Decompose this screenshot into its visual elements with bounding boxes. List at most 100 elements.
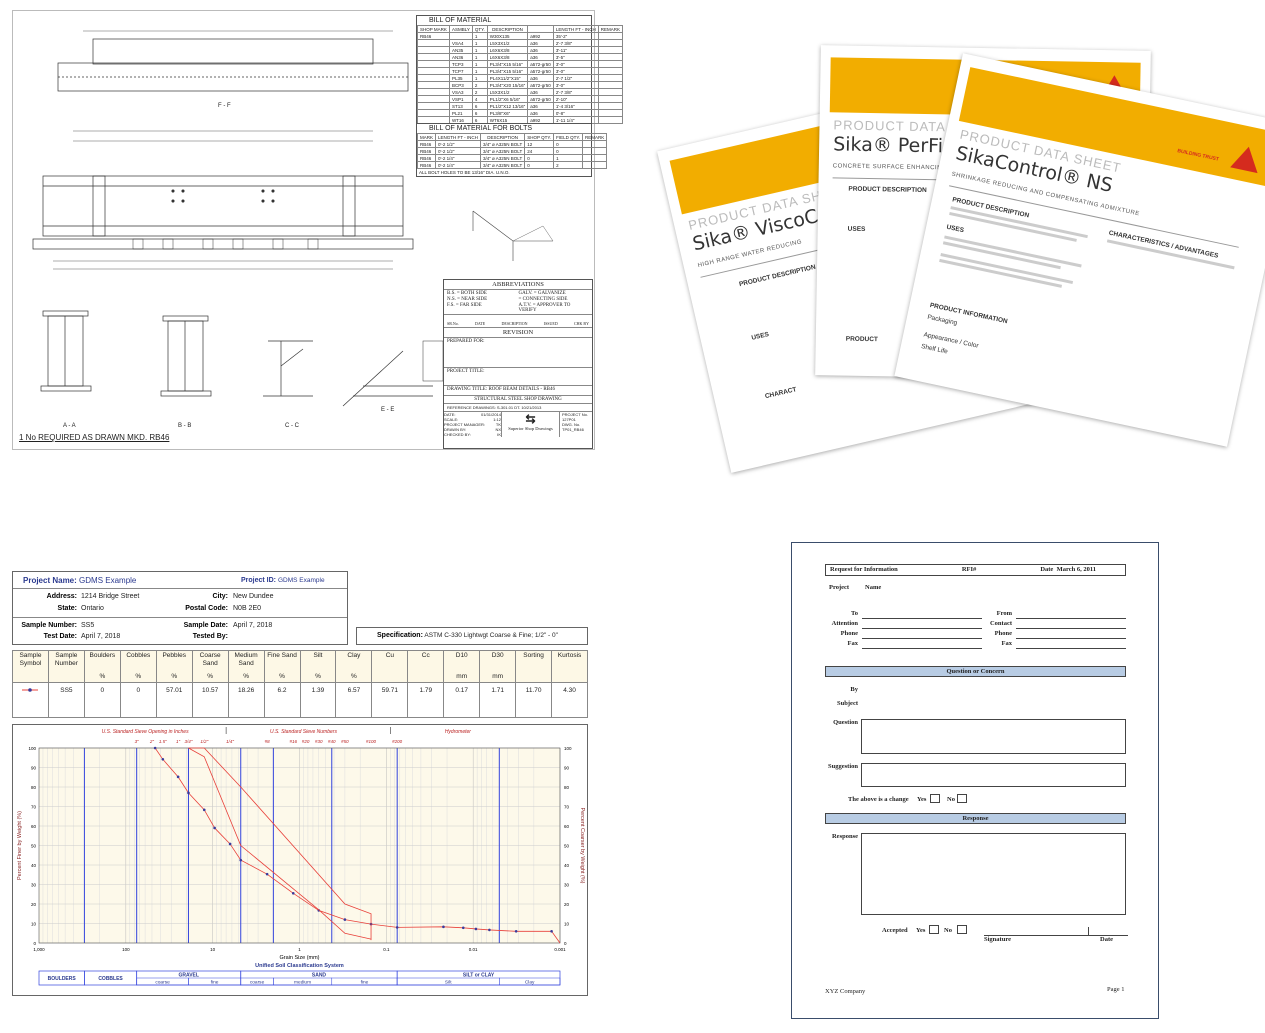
- contact-left-input[interactable]: [862, 618, 982, 619]
- rev-col: ISSUED: [543, 321, 558, 326]
- bom-header: [527, 25, 554, 33]
- rfi-date: March 6, 2011: [1056, 566, 1096, 573]
- top-axis-header: Hydrometer: [445, 729, 471, 735]
- table-row: RB46 0'-2 1/2" 3/4" ø A325N BOLT 12 0: [416, 140, 608, 148]
- y-tick-label: 90: [31, 766, 37, 771]
- drawing-title: DRAWING TITLE: ROOF BEAM DETAILS - RB46: [444, 386, 592, 396]
- bom-cell: RB46: [416, 140, 437, 148]
- bom-cell: PL1/2"X12 13/16": [486, 102, 529, 110]
- bom-cell: 35'-2": [552, 32, 599, 40]
- column-header: D30 mm: [479, 650, 517, 683]
- section-heading: USES: [750, 330, 770, 342]
- data-point: [395, 926, 399, 929]
- bom-cell: 1: [471, 67, 488, 75]
- bom-table: SHOP MARK ASMBLY QTY. DESCRIPTION LENGTH FT …: [417, 25, 624, 124]
- contact-left-input[interactable]: [862, 648, 982, 649]
- uscs-sub-label: fine: [211, 980, 219, 986]
- section-label-c: C - C: [285, 423, 299, 429]
- bom-cell: 1'-4 3/16": [552, 102, 599, 110]
- bom-header: REMARK: [597, 25, 624, 33]
- rev-col: DESCRIPTION: [501, 321, 528, 326]
- bom-cell: [597, 116, 624, 124]
- bom-cell: L6X6X3/8: [486, 53, 529, 61]
- bom-cell: a572-gr50: [527, 67, 554, 75]
- contact-right-input[interactable]: [1016, 628, 1126, 629]
- sieve-label: 1": [176, 739, 181, 744]
- bom-cell: RB46: [416, 161, 437, 169]
- data-point: [228, 842, 232, 846]
- column-unit: %: [315, 673, 321, 680]
- bom-cell: 1: [471, 39, 488, 47]
- contact-left-input[interactable]: [862, 638, 982, 639]
- y2-tick-label: 50: [564, 844, 570, 849]
- table-row: ST13 6 PL1/2"X12 13/16" a36 1'-4 3/16": [417, 102, 624, 110]
- signature-line[interactable]: [984, 935, 1128, 936]
- sieve-label: #30: [315, 739, 323, 744]
- column-name: Fine Sand: [267, 652, 297, 659]
- contact-right-input[interactable]: [1016, 618, 1126, 619]
- response-band: Response: [825, 813, 1126, 824]
- y2-tick-label: 40: [564, 863, 570, 868]
- accepted-yes-checkbox[interactable]: [929, 925, 939, 934]
- y-tick-label: 0: [33, 941, 36, 946]
- uscs-sub-label: fine: [361, 980, 369, 986]
- accepted-no-checkbox[interactable]: [957, 925, 967, 934]
- bom-cell: PL4X11/2"X15": [486, 74, 529, 82]
- bill-of-material-bolts: BILL OF MATERIAL FOR BOLTS MARK LENGTH FT…: [416, 123, 608, 177]
- bom-header: SHOP QTY.: [524, 133, 555, 141]
- change-yes-checkbox[interactable]: [930, 794, 940, 803]
- bom-cell: a36: [527, 102, 554, 110]
- section-label-e: E - E: [381, 407, 395, 413]
- text-line: [944, 235, 1082, 268]
- cell: 0.17: [443, 682, 481, 718]
- column-unit: %: [135, 673, 142, 680]
- sieve-label: #50: [341, 739, 349, 744]
- rev-col: DATE: [475, 321, 486, 326]
- change-no-checkbox[interactable]: [957, 794, 967, 803]
- column-header: Clay%: [335, 650, 373, 683]
- response-field[interactable]: [861, 833, 1126, 915]
- column-header: Sorting: [515, 650, 553, 683]
- column-header: Cobbles%: [119, 650, 157, 683]
- bom-cell: 0: [524, 154, 555, 162]
- contact-right-input[interactable]: [1016, 648, 1126, 649]
- info-row-label: Packaging: [926, 313, 958, 327]
- meta-value: IK: [497, 432, 501, 437]
- column-name: Cc: [421, 652, 430, 659]
- bom-cell: VSA3: [448, 88, 473, 96]
- uscs-group-label: SAND: [312, 973, 327, 979]
- sieve-label: 2": [149, 739, 155, 744]
- contact-left-label: Attention: [831, 620, 858, 627]
- postal-code: N0B 2E0: [233, 605, 262, 612]
- cell: 11.70: [515, 682, 553, 718]
- contact-left-input[interactable]: [862, 628, 982, 629]
- section-heading: USES: [945, 223, 965, 235]
- specification-box: Specification: ASTM C-330 Lightwgt Coars…: [356, 627, 588, 645]
- question-field[interactable]: [861, 719, 1126, 754]
- bom-cell: a992: [527, 32, 554, 40]
- address-label: Address:: [46, 593, 77, 600]
- uscs-sub-label: Clay: [525, 980, 535, 986]
- bom-cell: RB46: [416, 147, 437, 155]
- bom-cell: 3'-5": [552, 53, 599, 61]
- dwg-no-label: DWG. No.: [562, 422, 581, 427]
- bom-cell: 12: [524, 140, 555, 148]
- title-block: ABBREVIATIONS B.S. = BOTH SIDE GALV. = GA…: [443, 279, 593, 449]
- y-axis-label: Percent Finer by Weight (%): [17, 811, 23, 880]
- table-row: VSA3 2 L5X3X1/2 a36 2'-7 3/8": [417, 88, 624, 96]
- data-point: [176, 775, 180, 779]
- section-heading: PRODUCT: [845, 335, 878, 344]
- bom-cell: [597, 74, 624, 82]
- data-point: [161, 758, 165, 761]
- suggestion-field[interactable]: [861, 763, 1126, 787]
- bom-cell: 3/4" ø A325N BOLT: [479, 140, 526, 148]
- contact-right-input[interactable]: [1016, 638, 1126, 639]
- bom-cell: 3'-11": [552, 46, 599, 54]
- bom-cell: VSA4: [448, 39, 473, 47]
- project-no-label: PROJECT No.: [562, 412, 588, 417]
- bom-cell: PL3/4"X15 5/16": [486, 67, 529, 75]
- meta-value: NX: [495, 427, 501, 432]
- bom-cell: a572-gr50: [527, 95, 554, 103]
- spec-value: ASTM C-330 Lightwgt Coarse & Fine; 1/2" …: [424, 632, 558, 639]
- bom-cell: 1: [471, 60, 488, 68]
